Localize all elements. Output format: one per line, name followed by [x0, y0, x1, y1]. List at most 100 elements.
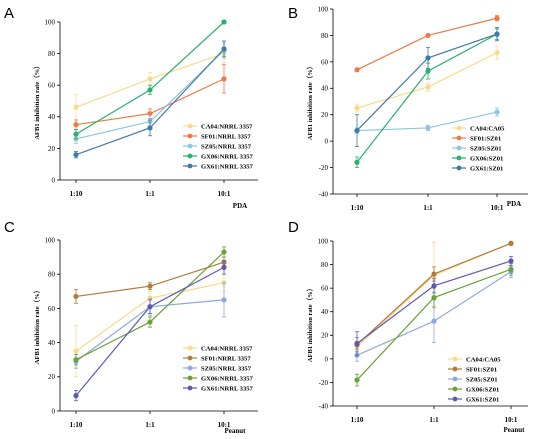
- data-point: [73, 393, 79, 399]
- legend-label: SZ05:NRRL 3357: [201, 143, 252, 150]
- legend-swatch-marker: [187, 385, 193, 391]
- y-tick-label: 20: [48, 145, 56, 153]
- y-tick-label: 100: [318, 237, 329, 245]
- panel-c: C 0 20 40 60 80 100 1:10 1:1 10:1 AFB1 inhibition …: [4, 219, 258, 435]
- legend-swatch-marker: [452, 376, 458, 382]
- y-tick-label: 80: [48, 50, 56, 58]
- panel-letter: C: [4, 219, 15, 236]
- y-tick-label: 40: [48, 113, 56, 121]
- legend-label: SF01:NRRL 3357: [201, 355, 251, 362]
- data-point: [221, 297, 227, 303]
- data-point: [147, 76, 153, 82]
- data-point: [73, 104, 79, 110]
- legend: CA04:CA05 SF01:SZ01 SZ05:SZ01 GX06:SZ01 GX61…: [448, 356, 501, 403]
- y-tick-label: 60: [321, 285, 329, 293]
- x-tick-label: 1:10: [70, 190, 83, 198]
- x-axis-label: Peanut: [504, 426, 526, 434]
- legend-swatch-marker: [452, 386, 458, 392]
- data-point: [494, 109, 500, 115]
- legend-swatch-marker: [452, 356, 458, 362]
- y-tick-label: -40: [319, 190, 329, 198]
- data-point: [73, 152, 79, 158]
- data-point: [508, 240, 514, 246]
- legend-label: SZ05:SZ01: [466, 376, 498, 383]
- legend-label: SF01:SZ01: [466, 366, 497, 373]
- series-gx06-nrrl-3357: [73, 19, 227, 140]
- y-tick-label: 0: [325, 355, 329, 363]
- y-axis-label: AFB1 inhibition rate（%）: [306, 285, 314, 362]
- panel-b: B -40 -20 0 20 40 60 80 100 1:10 1:1 10:1 AFB1 inhib…: [288, 5, 528, 212]
- legend-swatch-marker: [452, 366, 458, 372]
- legend-item: SF01:NRRL 3357: [183, 133, 251, 140]
- legend-label: CA04:NRRL 3357: [201, 345, 253, 352]
- data-point: [425, 84, 431, 90]
- legend-item: GX06:SZ01: [452, 155, 503, 162]
- data-point: [508, 258, 514, 264]
- series-line: [356, 52, 498, 109]
- y-tick-label: 20: [321, 332, 329, 340]
- data-point: [147, 283, 153, 289]
- y-axis-label: AFB1 inhibition rate（%）: [33, 62, 41, 139]
- y-tick-label: -40: [319, 402, 329, 410]
- y-tick-label: 0: [325, 138, 329, 146]
- legend-item: SF01:SZ01: [448, 366, 497, 373]
- data-point: [425, 125, 431, 131]
- legend-swatch-marker: [187, 365, 193, 371]
- y-tick-label: 40: [48, 339, 56, 347]
- panel-letter: A: [4, 5, 14, 22]
- data-point: [494, 50, 500, 56]
- legend-label: GX61:NRRL 3357: [201, 163, 254, 170]
- data-point: [221, 76, 227, 82]
- legend-label: GX06:SZ01: [470, 155, 503, 162]
- legend-label: CA04:CA05: [470, 125, 505, 132]
- y-tick-label: 60: [48, 82, 56, 90]
- panel-letter: D: [288, 219, 299, 236]
- legend-label: GX61:SZ01: [466, 396, 499, 403]
- x-tick-label: 1:10: [351, 416, 364, 424]
- data-point: [354, 127, 360, 134]
- data-point: [221, 46, 227, 52]
- data-point: [431, 294, 437, 301]
- legend-label: GX06:NRRL 3357: [201, 153, 254, 160]
- legend-swatch-marker: [187, 143, 193, 149]
- x-axis-label: PDA: [507, 200, 521, 208]
- data-point: [494, 15, 500, 21]
- data-point: [73, 131, 79, 137]
- x-tick-label: 1:1: [145, 190, 155, 198]
- y-tick-label: 0: [52, 407, 56, 415]
- data-point: [354, 159, 360, 165]
- series-line: [356, 33, 498, 131]
- y-tick-label: 100: [45, 236, 56, 244]
- legend-item: GX61:NRRL 3357: [183, 163, 254, 170]
- legend-swatch-marker: [187, 355, 193, 361]
- legend-label: SZ05:NRRL 3357: [201, 365, 252, 372]
- legend-swatch-marker: [456, 125, 462, 131]
- legend-label: SF01:NRRL 3357: [201, 133, 251, 140]
- legend-label: GX06:NRRL 3357: [201, 375, 254, 382]
- series-gx61-sz01: [354, 255, 514, 356]
- data-point: [425, 68, 431, 74]
- y-tick-label: 80: [321, 32, 329, 40]
- data-point: [354, 340, 360, 347]
- y-tick-label: 80: [48, 271, 56, 279]
- data-point: [425, 32, 431, 39]
- y-tick-label: 40: [321, 85, 329, 93]
- x-axis-label: PDA: [233, 202, 247, 210]
- legend-label: SF01:SZ01: [470, 135, 501, 142]
- legend-item: SZ05:NRRL 3357: [183, 143, 252, 150]
- x-tick-label: 10:1: [218, 421, 231, 429]
- x-axis-label: Peanut: [225, 427, 247, 435]
- legend-swatch-marker: [187, 163, 193, 169]
- y-axis-label: AFB1 inhibition rate（%）: [33, 287, 41, 364]
- legend-swatch-marker: [187, 133, 193, 139]
- y-tick-label: 100: [318, 5, 329, 13]
- legend-swatch-marker: [456, 165, 462, 171]
- y-tick-label: 0: [52, 176, 56, 184]
- series-sf01-sz01: [354, 15, 500, 73]
- legend: CA04:CA05 SF01:SZ01 SZ05:SZ01 GX06:SZ01 GX61…: [452, 125, 505, 172]
- legend-item: SF01:NRRL 3357: [183, 355, 251, 362]
- legend-swatch-marker: [456, 135, 462, 141]
- panel-d: D -40 -20 0 20 40 60 80 100 1:10 1:1 10:1 AFB1 inhib…: [288, 219, 528, 434]
- data-point: [354, 67, 360, 73]
